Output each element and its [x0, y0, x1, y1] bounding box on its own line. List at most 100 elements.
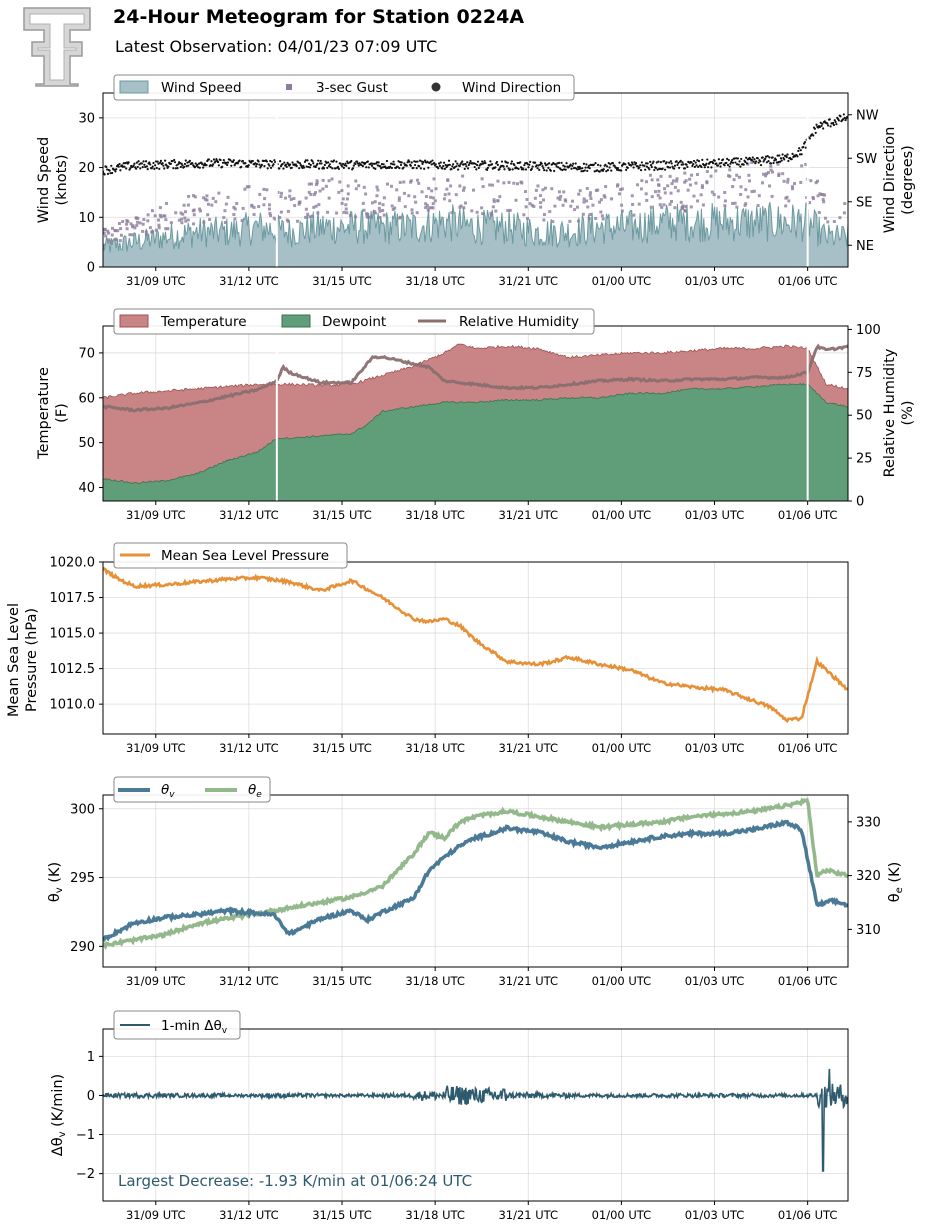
- wind-direction-point: [596, 169, 599, 172]
- wind-direction-point: [257, 160, 260, 163]
- gust-point: [297, 202, 301, 206]
- wind-direction-point: [775, 161, 778, 164]
- wind-direction-point: [240, 165, 243, 168]
- largest-decrease-annotation: Largest Decrease: -1.93 K/min at 01/06:2…: [118, 1172, 472, 1190]
- gust-point: [192, 194, 196, 198]
- temp-xtick-label: 01/00 UTC: [592, 508, 652, 522]
- wind-direction-point: [605, 170, 608, 173]
- wind-legend-box: [113, 74, 575, 101]
- gust-point: [562, 190, 566, 194]
- wind-direction-point: [580, 170, 583, 173]
- wind-direction-point: [165, 164, 168, 167]
- gust-point: [542, 198, 546, 202]
- wind-direction-point: [735, 157, 738, 160]
- wind-direction-point: [756, 157, 759, 160]
- temperature-swatch: [119, 314, 149, 328]
- wind-direction-point: [771, 156, 774, 159]
- dthv-xtick-label: 01/06 UTC: [778, 1208, 838, 1222]
- theta-y2tick-label: 330: [856, 815, 881, 830]
- wind-direction-point: [505, 165, 509, 168]
- gust-point: [314, 204, 318, 208]
- wind-direction-point: [540, 162, 543, 165]
- gust-point: [832, 220, 836, 224]
- wind-direction-point: [718, 162, 721, 165]
- gust-point: [415, 211, 419, 215]
- wind-direction-point: [536, 167, 539, 170]
- wind-direction-point: [663, 160, 666, 163]
- gust-point: [450, 211, 454, 215]
- wind-direction-point: [326, 166, 329, 169]
- wind-direction-point: [371, 162, 374, 165]
- gust-point: [354, 187, 358, 191]
- wind-direction-point: [121, 165, 124, 168]
- wind-direction-point: [613, 164, 616, 167]
- gust-point: [337, 190, 341, 194]
- wind-direction-point: [398, 167, 401, 170]
- wind-direction-point: [194, 162, 197, 165]
- dthv-ytick-label: 1: [87, 1050, 95, 1065]
- wind-direction-point: [390, 166, 393, 170]
- wind-direction-point: [564, 168, 567, 171]
- wind-direction-point: [652, 160, 655, 163]
- gust-point: [657, 183, 661, 187]
- wind-direction-point: [534, 161, 537, 164]
- gust-point: [663, 191, 667, 195]
- gust-point: [159, 215, 163, 219]
- gust-point: [714, 169, 718, 173]
- humidity-line: [103, 343, 848, 413]
- gust-point: [187, 194, 191, 198]
- wind-direction-point: [154, 164, 157, 167]
- wind-xtick-label: 31/12 UTC: [219, 274, 279, 288]
- wind-direction-point: [427, 166, 430, 169]
- dthv-xtick-label: 31/18 UTC: [405, 1208, 465, 1222]
- gust-point: [232, 213, 236, 217]
- wind-direction-point: [269, 159, 272, 163]
- gust-point: [214, 200, 218, 204]
- gust-point: [746, 162, 750, 166]
- gust-point: [433, 199, 437, 203]
- theta-v-line: [103, 819, 848, 943]
- gust-point: [508, 208, 512, 212]
- wind-direction-point: [469, 160, 472, 163]
- wind-direction-point: [265, 160, 268, 163]
- wind-direction-point: [337, 167, 341, 171]
- wind-direction-point: [812, 134, 815, 137]
- wind-direction-point: [216, 160, 220, 164]
- gust-point: [434, 187, 438, 191]
- wind-direction-point: [367, 166, 370, 169]
- wind-direction-point: [184, 159, 187, 162]
- gust-point: [317, 203, 321, 207]
- gust-point: [602, 194, 606, 198]
- wind-direction-point: [114, 170, 117, 173]
- wind-direction-point: [494, 166, 497, 169]
- gust-point: [297, 200, 301, 204]
- wind-direction-point: [737, 163, 740, 166]
- pressure-axis-label: Mean Sea Level Pressure (hPa): [6, 603, 40, 717]
- wind-direction-point: [409, 164, 413, 167]
- gust-point: [727, 174, 731, 178]
- wind-direction-point: [426, 160, 429, 163]
- wind-direction-point: [217, 164, 220, 167]
- gust-point: [492, 198, 496, 202]
- wind-direction-point: [703, 166, 706, 169]
- gust-point: [492, 200, 496, 204]
- gust-point: [395, 188, 399, 192]
- gust-point: [181, 212, 185, 216]
- wind-direction-point: [706, 158, 709, 161]
- temp-xtick-label: 01/06 UTC: [778, 508, 838, 522]
- wind-direction-point: [419, 167, 422, 170]
- wind-direction-point: [476, 164, 479, 167]
- gust-point: [769, 164, 773, 168]
- wind-direction-point: [667, 166, 670, 169]
- gust-point: [430, 189, 434, 193]
- gust-point: [588, 193, 592, 197]
- wind-direction-point: [215, 157, 218, 161]
- gust-point: [786, 177, 790, 181]
- theta-y2tick-label: 320: [856, 869, 881, 884]
- wind-direction-point: [822, 127, 825, 130]
- wind-direction-point: [272, 163, 275, 166]
- page-title: 24-Hour Meteogram for Station 0224A: [113, 6, 524, 28]
- gust-point: [141, 229, 145, 233]
- wind-direction-point: [500, 164, 503, 168]
- gust-point: [376, 188, 380, 192]
